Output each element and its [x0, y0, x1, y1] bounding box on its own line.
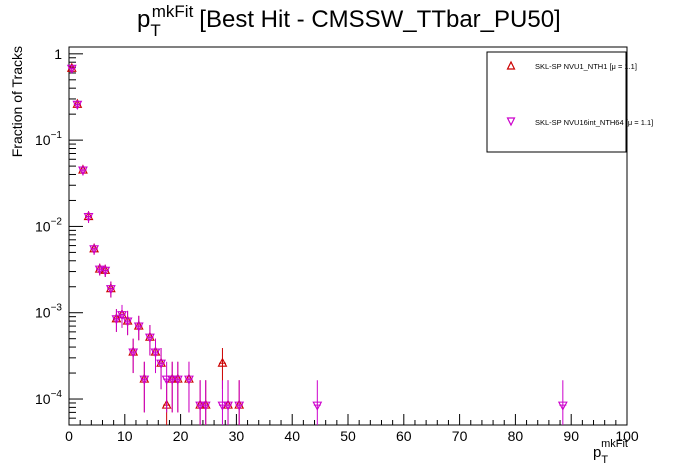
x-axis-label: pTmkFit	[593, 438, 628, 466]
data-point	[184, 375, 194, 385]
xlabel-main: p	[593, 444, 601, 461]
data-point	[66, 62, 77, 72]
data-point	[139, 375, 150, 385]
x-axis: 0 10 20 30 40 50 60 70 80 90 100	[65, 414, 639, 444]
title-main: p	[137, 6, 150, 33]
data-point	[133, 322, 144, 332]
legend: SKL-SP NVU1_NTH1 [μ = 1.1] SKL-SP NVU16i…	[486, 51, 653, 153]
x-tick-label: 10	[117, 428, 133, 444]
data-point	[156, 359, 166, 369]
data-point	[111, 315, 122, 325]
data-point	[122, 317, 133, 327]
xlabel-superscript: mkFit	[601, 438, 628, 450]
data-point	[66, 64, 77, 74]
title-subscript: T	[150, 21, 160, 40]
data-point	[557, 401, 568, 411]
x-tick-label: 70	[452, 428, 468, 444]
data-point	[312, 401, 323, 411]
data-series	[66, 62, 568, 425]
data-point	[195, 401, 206, 411]
title-rest: [Best Hit - CMSSW_TTbar_PU50]	[199, 6, 560, 33]
legend-entry-2: SKL-SP NVU16int_NTH64 [μ = 1.1]	[535, 118, 653, 127]
legend-marker-triangle-down-icon	[506, 117, 516, 127]
x-tick-label: 40	[284, 428, 300, 444]
data-point	[172, 375, 183, 385]
data-point	[150, 348, 161, 358]
xlabel-subscript: T	[601, 454, 608, 466]
data-point	[217, 357, 228, 367]
data-point	[128, 348, 139, 358]
y-tick-label: 10−1	[35, 130, 62, 148]
data-point	[83, 213, 94, 223]
data-point	[217, 401, 228, 411]
data-point	[105, 285, 116, 295]
y-tick-label: 10−4	[35, 389, 62, 407]
y-tick-label: 1	[54, 46, 62, 62]
data-point	[161, 375, 172, 385]
data-point	[167, 375, 178, 385]
x-tick-label: 50	[340, 428, 356, 444]
x-tick-label: 80	[508, 428, 524, 444]
data-point	[117, 311, 127, 321]
y-tick-label: 10−3	[35, 303, 62, 321]
data-point	[78, 166, 88, 176]
data-point	[100, 266, 111, 276]
x-tick-label: 30	[229, 428, 245, 444]
chart-title: pTmkFit [Best Hit - CMSSW_TTbar_PU50]	[137, 2, 561, 40]
data-point	[72, 100, 83, 110]
legend-marker-triangle-up-icon	[506, 60, 516, 70]
data-point	[200, 401, 211, 411]
title-superscript: mkFit	[152, 2, 194, 21]
data-point	[89, 245, 100, 255]
data-point	[223, 401, 233, 411]
data-point	[144, 333, 155, 343]
x-tick-label: 0	[65, 428, 73, 444]
y-axis: 1 10−1 10−2 10−3 10−4	[35, 46, 83, 426]
x-tick-label: 60	[396, 428, 412, 444]
x-tick-label: 20	[173, 428, 189, 444]
y-axis-label: Fraction of Tracks	[9, 46, 25, 157]
legend-entry-1: SKL-SP NVU1_NTH1 [μ = 1.1]	[535, 62, 637, 71]
x-tick-label: 90	[563, 428, 579, 444]
data-point	[234, 401, 245, 411]
data-point	[94, 265, 105, 275]
series-2	[66, 64, 568, 425]
x-tick-label: 100	[615, 428, 639, 444]
y-tick-label: 10−2	[35, 216, 62, 234]
